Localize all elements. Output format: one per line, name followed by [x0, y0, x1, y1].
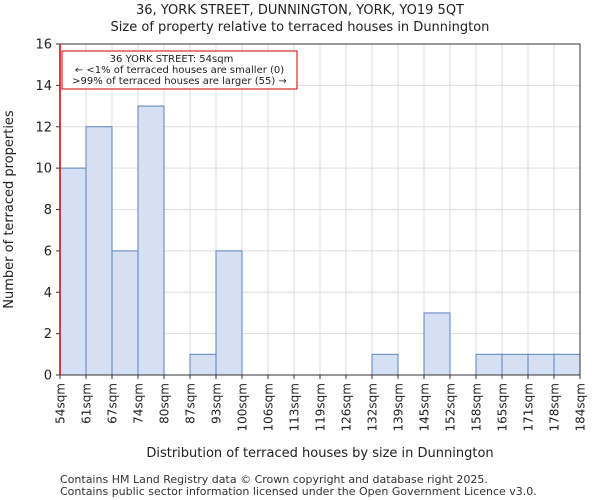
histogram-bar	[371, 353, 399, 376]
y-tick-label: 4	[44, 286, 52, 301]
x-tick-label: 100sqm	[236, 383, 250, 431]
histogram-bar	[553, 353, 581, 376]
y-tick-label: 0	[44, 369, 52, 384]
histogram-bar	[527, 353, 555, 376]
y-tick-label: 16	[35, 38, 52, 53]
x-tick-label: 119sqm	[314, 383, 328, 431]
y-tick-label: 14	[35, 79, 52, 94]
histogram-bar	[137, 105, 165, 376]
x-tick-label: 61sqm	[80, 383, 94, 424]
histogram-bar	[59, 167, 87, 376]
histogram-bar	[475, 353, 503, 376]
footer-licence: Contains public sector information licen…	[60, 485, 537, 498]
x-tick-label: 80sqm	[158, 383, 172, 424]
histogram-bar	[501, 353, 529, 376]
x-tick-label: 67sqm	[106, 383, 120, 424]
annotation-line: >99% of terraced houses are larger (55) …	[72, 76, 287, 87]
x-tick-label: 93sqm	[210, 383, 224, 424]
y-tick-label: 2	[44, 327, 52, 342]
x-tick-label: 74sqm	[132, 383, 146, 424]
histogram-chart: 0 2 4 6 8 10 12 14 16 54sqm 61sqm 67sqm 74sqm 80sqm 87…	[2, 38, 588, 462]
x-tick-label: 145sqm	[418, 383, 432, 431]
annotation-box	[61, 50, 298, 90]
y-tick-label: 10	[35, 162, 52, 177]
x-tick-label: 152sqm	[444, 383, 458, 431]
x-tick-label: 106sqm	[262, 383, 276, 431]
annotation-line: ← <1% of terraced houses are smaller (0)	[75, 65, 284, 76]
chart-title: 36, YORK STREET, DUNNINGTON, YORK, YO19 …	[136, 3, 464, 18]
x-tick-label: 158sqm	[470, 383, 484, 431]
x-tick-label: 87sqm	[184, 383, 198, 424]
histogram-bar	[215, 250, 243, 376]
x-axis-label: Distribution of terraced houses by size …	[146, 446, 493, 461]
histogram-bar	[111, 250, 139, 376]
x-tick-label: 132sqm	[366, 383, 380, 431]
y-axis-label: Number of terraced properties	[2, 110, 17, 309]
x-tick-label: 113sqm	[288, 383, 302, 431]
annotation-line: 36 YORK STREET: 54sqm	[110, 54, 234, 65]
histogram-bar	[423, 312, 451, 376]
x-tick-label: 126sqm	[340, 383, 354, 431]
x-tick-label: 165sqm	[496, 383, 510, 431]
x-tick-label: 178sqm	[548, 383, 562, 431]
x-tick-label: 184sqm	[574, 383, 588, 431]
y-tick-label: 12	[35, 120, 52, 135]
x-tick-label: 171sqm	[522, 383, 536, 431]
x-tick-label: 139sqm	[392, 383, 406, 431]
y-tick-label: 8	[44, 203, 52, 218]
y-tick-label: 6	[44, 244, 52, 259]
x-tick-label: 54sqm	[54, 383, 68, 424]
footer-copyright: Contains HM Land Registry data © Crown c…	[60, 473, 488, 486]
histogram-bar	[85, 126, 113, 376]
chart-subtitle: Size of property relative to terraced ho…	[110, 20, 490, 35]
histogram-bar	[189, 353, 217, 376]
